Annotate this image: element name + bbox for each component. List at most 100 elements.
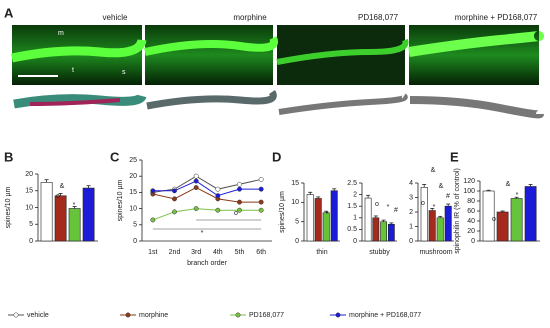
point	[237, 186, 242, 192]
bar	[54, 195, 67, 242]
bar	[40, 182, 53, 242]
point	[237, 181, 242, 187]
annotation: *	[387, 204, 390, 211]
bar	[510, 198, 523, 242]
panel-label: A	[4, 5, 14, 20]
y-tick-label: 25	[129, 157, 137, 164]
x-axis-label: mushroom	[419, 249, 452, 256]
annotation: *	[73, 202, 76, 209]
panel-label: B	[4, 149, 13, 164]
y-tick-label: 100	[463, 188, 475, 195]
bar	[306, 194, 314, 242]
point	[193, 178, 199, 184]
annotation: &	[60, 183, 65, 190]
y-tick-label: 0.5	[347, 226, 357, 233]
bar	[444, 205, 452, 242]
y-tick-label: 20	[25, 171, 33, 178]
annotation: #	[394, 207, 398, 214]
annotation: o	[234, 210, 238, 217]
annotation: o	[421, 200, 425, 207]
bar	[482, 190, 495, 242]
bar	[364, 197, 372, 242]
x-axis-label: branch order	[187, 260, 227, 267]
legend-label: morphine + PD168,077	[349, 312, 421, 319]
point	[172, 196, 177, 202]
annotation: *	[201, 230, 204, 237]
point	[150, 217, 156, 223]
annotation: o	[375, 201, 379, 208]
point	[237, 207, 242, 213]
y-tick-label: 40	[467, 218, 475, 225]
bar	[322, 212, 330, 242]
y-tick-label: 2.5	[347, 180, 357, 187]
point	[258, 176, 264, 182]
y-tick-label: 15	[25, 188, 33, 195]
y-tick-label: 0	[353, 238, 357, 245]
annotation: *	[516, 192, 519, 199]
legend-marker	[125, 312, 131, 318]
legend-marker	[13, 312, 19, 318]
x-axis-label: thin	[316, 249, 327, 256]
x-tick-label: 5th	[235, 249, 245, 256]
y-tick-label: 4	[409, 180, 413, 187]
x-tick-label: 2nd	[169, 249, 181, 256]
marker: s	[122, 69, 126, 76]
bar	[330, 190, 338, 242]
point	[215, 186, 221, 192]
x-axis-label: stubby	[369, 249, 390, 256]
x-tick-label: 1st	[148, 249, 157, 256]
annotation: *	[433, 204, 436, 211]
y-tick-label: 60	[467, 208, 475, 215]
annotation: *	[326, 211, 329, 218]
series-line	[152, 208, 262, 221]
point	[193, 185, 199, 190]
y-tick-label: 2	[409, 209, 413, 216]
y-axis-label: spinophilin IR (% of control)	[454, 168, 461, 254]
y-tick-label: 0	[471, 238, 475, 245]
marker: m	[58, 30, 64, 37]
legend-label: morphine	[139, 312, 168, 319]
point	[258, 207, 264, 213]
legend-label: PD168,077	[249, 312, 284, 319]
image-title: morphine	[233, 13, 267, 22]
y-tick-label: 20	[129, 173, 137, 180]
panel-label: C	[110, 149, 120, 164]
annotation: &	[506, 181, 511, 188]
y-tick-label: 10	[25, 204, 33, 211]
y-tick-label: 5	[295, 219, 299, 226]
bar	[387, 223, 395, 242]
bar	[68, 208, 81, 242]
annotation: #	[446, 193, 450, 200]
bar	[314, 198, 322, 242]
point	[215, 207, 221, 213]
point	[237, 199, 242, 205]
y-tick-label: 2	[353, 191, 357, 198]
panel-label: E	[450, 149, 459, 164]
bar	[420, 187, 428, 242]
bar	[524, 186, 537, 242]
y-axis-label: spines/10 µm	[5, 186, 12, 228]
series-line	[152, 186, 262, 203]
y-tick-label: 0	[295, 238, 299, 245]
image-title: vehicle	[103, 13, 128, 22]
y-tick-label: 0	[409, 238, 413, 245]
x-tick-label: 4th	[213, 249, 223, 256]
bar	[428, 210, 436, 242]
point	[172, 209, 177, 215]
point	[193, 206, 199, 212]
image-title: PD168,077	[358, 13, 399, 22]
y-axis-label: spines/10 µm	[279, 191, 286, 233]
bar	[380, 221, 387, 242]
marker: t	[72, 67, 74, 74]
y-tick-label: 80	[467, 198, 475, 205]
point	[193, 173, 199, 179]
y-tick-label: 15	[291, 180, 299, 187]
annotation: o	[56, 193, 60, 200]
y-tick-label: 5	[29, 221, 33, 228]
panel-a-images	[11, 25, 545, 119]
y-tick-label: 15	[129, 189, 137, 196]
x-tick-label: 3rd	[191, 249, 201, 256]
y-tick-label: 10	[129, 205, 137, 212]
y-tick-label: 10	[291, 199, 299, 206]
series-line	[152, 180, 262, 197]
